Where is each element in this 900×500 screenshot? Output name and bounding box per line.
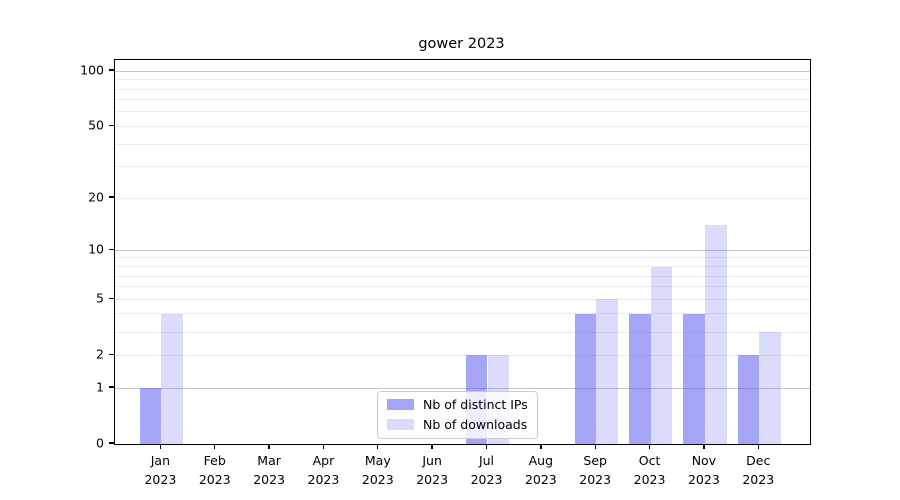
y-tick-label-10: 10: [88, 241, 104, 257]
x-tick-label-nov: Nov 2023: [687, 453, 720, 487]
y-tick-label-20: 20: [88, 189, 104, 205]
x-tick-label-jul: Jul 2023: [470, 453, 503, 487]
y-gridline-minor-5: [115, 298, 810, 300]
x-tick-jul: [485, 444, 488, 449]
legend-swatch-downloads: [387, 419, 414, 430]
y-gridline-minor-80: [115, 88, 810, 90]
y-gridline-minor-6: [115, 286, 810, 288]
x-tick-label-feb: Feb 2023: [198, 453, 231, 487]
y-tick-5: [109, 297, 114, 299]
x-tick-apr: [322, 444, 325, 449]
x-tick-mar: [268, 444, 270, 449]
y-gridline-minor-90: [115, 79, 810, 81]
x-tick-aug: [540, 444, 542, 449]
x-tick-jan: [159, 444, 162, 449]
y-tick-20: [109, 196, 114, 198]
bar-sep-distinct-ips: [574, 314, 597, 444]
y-gridline-minor-4: [115, 313, 810, 315]
y-gridline-minor-50: [115, 125, 810, 127]
bar-dec-downloads: [759, 332, 781, 444]
y-tick-label-50: 50: [88, 117, 104, 133]
bar-nov-downloads: [704, 225, 727, 444]
y-gridline-minor-60: [115, 111, 810, 113]
x-tick-label-oct: Oct 2023: [633, 453, 666, 487]
y-gridline-minor-2: [115, 354, 810, 356]
y-tick-label-5: 5: [96, 290, 104, 306]
y-tick-label-1: 1: [96, 379, 104, 395]
x-tick-label-may: May 2023: [361, 453, 394, 487]
chart-title: gower 2023: [418, 36, 505, 52]
x-tick-label-dec: Dec 2023: [742, 453, 775, 487]
x-tick-label-jun: Jun 2023: [416, 453, 449, 487]
y-gridline-major-10: [115, 249, 810, 251]
y-tick-10: [109, 248, 114, 250]
y-tick-label-0: 0: [96, 435, 104, 451]
x-tick-label-jan: Jan 2023: [144, 453, 177, 487]
y-tick-0: [109, 442, 114, 444]
y-gridline-minor-7: [115, 275, 810, 277]
y-gridline-minor-8: [115, 266, 810, 267]
legend-label-downloads: Nb of downloads: [423, 417, 528, 432]
y-tick-label-100: 100: [80, 62, 104, 78]
y-gridline-minor-70: [115, 99, 810, 101]
legend: Nb of distinct IPs Nb of downloads: [377, 391, 538, 439]
x-tick-label-sep: Sep 2023: [579, 453, 612, 487]
x-tick-nov: [703, 444, 705, 449]
x-tick-sep: [594, 444, 596, 449]
bar-oct-downloads: [650, 266, 673, 444]
y-gridline-major-100: [115, 70, 810, 72]
y-tick-100: [109, 69, 114, 71]
x-tick-feb: [214, 444, 216, 449]
legend-entry-downloads: Nb of downloads: [387, 417, 528, 432]
y-tick-50: [109, 124, 114, 127]
y-gridline-minor-9: [115, 257, 810, 259]
x-tick-jun: [431, 444, 433, 449]
y-tick-1: [109, 386, 114, 388]
legend-entry-distinct-ips: Nb of distinct IPs: [387, 397, 528, 412]
y-gridline-major-1: [115, 387, 810, 389]
plot-area: Nb of distinct IPs Nb of downloads: [114, 59, 811, 445]
x-tick-label-mar: Mar 2023: [253, 453, 285, 487]
bar-jan-distinct-ips: [139, 388, 162, 444]
bar-sep-downloads: [596, 299, 618, 444]
x-tick-oct: [648, 444, 651, 449]
y-gridline-minor-40: [115, 143, 810, 145]
x-tick-label-aug: Aug 2023: [524, 453, 557, 487]
bar-dec-distinct-ips: [737, 355, 760, 444]
x-tick-label-apr: Apr 2023: [307, 453, 340, 487]
x-tick-dec: [757, 444, 759, 449]
legend-label-distinct-ips: Nb of distinct IPs: [423, 397, 528, 412]
y-gridline-minor-3: [115, 331, 810, 333]
x-tick-may: [377, 444, 379, 449]
y-tick-label-2: 2: [96, 346, 104, 362]
y-gridline-minor-30: [115, 166, 810, 168]
bar-oct-distinct-ips: [628, 314, 651, 444]
y-gridline-minor-20: [115, 197, 810, 199]
y-tick-2: [109, 353, 114, 355]
legend-swatch-distinct-ips: [387, 399, 414, 410]
bar-nov-distinct-ips: [683, 314, 705, 444]
bar-jan-downloads: [161, 314, 184, 444]
